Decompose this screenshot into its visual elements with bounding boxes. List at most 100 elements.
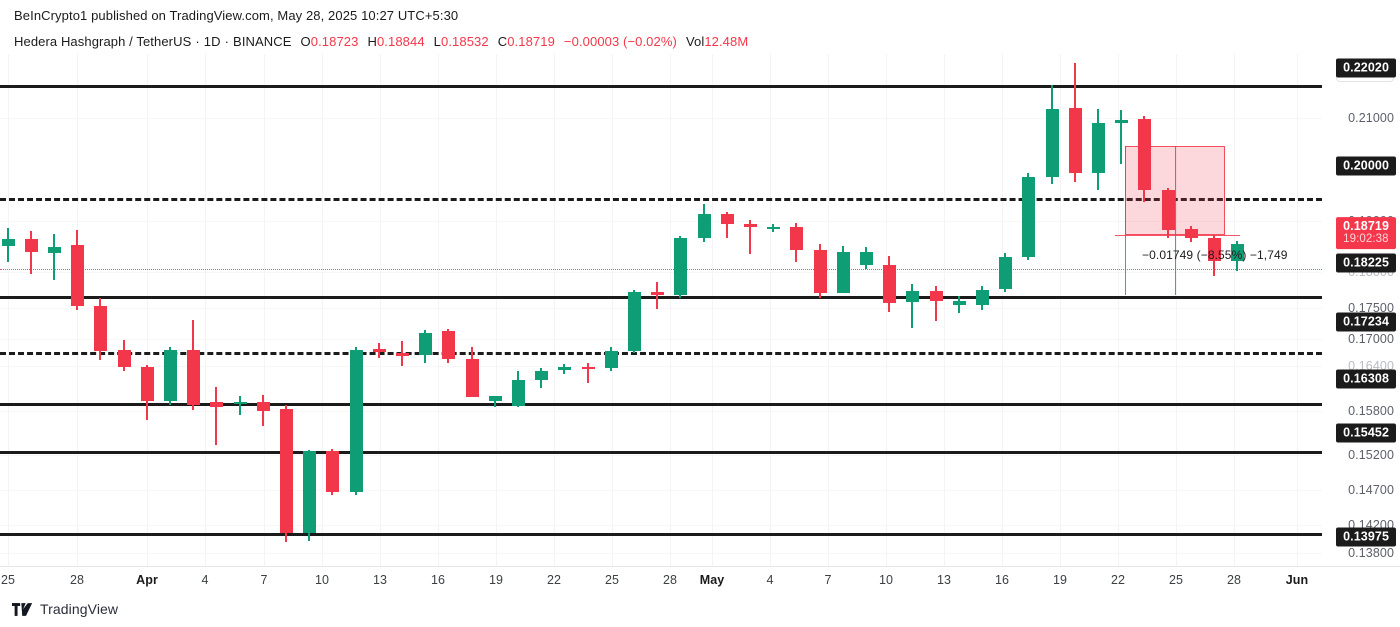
price-level-badge[interactable]: 0.13975 — [1336, 527, 1396, 547]
candlestick[interactable] — [1184, 54, 1198, 566]
horizontal-gridline — [0, 339, 1322, 340]
level-line[interactable] — [0, 403, 1322, 407]
candlestick[interactable] — [604, 54, 618, 566]
candlestick[interactable] — [93, 54, 107, 566]
tradingview-wordmark: TradingView — [40, 601, 119, 617]
candlestick[interactable] — [1091, 54, 1105, 566]
low-value: 0.18532 — [441, 34, 489, 49]
level-line[interactable] — [0, 532, 1322, 536]
candlestick[interactable] — [372, 54, 386, 566]
price-level-badge[interactable]: 0.17234 — [1336, 312, 1396, 332]
price-level-badge[interactable]: 0.15452 — [1336, 423, 1396, 443]
candle-body — [233, 401, 247, 405]
candlestick[interactable] — [581, 54, 595, 566]
candlestick[interactable] — [882, 54, 896, 566]
candlestick[interactable] — [627, 54, 641, 566]
candlestick[interactable] — [233, 54, 247, 566]
candlestick[interactable] — [557, 54, 571, 566]
candlestick[interactable] — [24, 54, 38, 566]
candlestick[interactable] — [697, 54, 711, 566]
candlestick[interactable] — [905, 54, 919, 566]
candlestick[interactable] — [952, 54, 966, 566]
candlestick[interactable] — [673, 54, 687, 566]
candlestick[interactable] — [302, 54, 316, 566]
candlestick[interactable] — [1230, 54, 1244, 566]
candle-body — [256, 401, 270, 411]
measurement-baseline — [1115, 235, 1240, 236]
price-level-badge[interactable]: 0.16308 — [1336, 369, 1396, 389]
time-tick-label: 7 — [824, 573, 832, 587]
candlestick[interactable] — [186, 54, 200, 566]
candlestick[interactable] — [256, 54, 270, 566]
candle-body — [650, 292, 664, 295]
candlestick[interactable] — [1114, 54, 1128, 566]
price-tick-label: 0.14700 — [1348, 483, 1394, 497]
candlestick[interactable] — [975, 54, 989, 566]
price-tick-label: 0.17500 — [1348, 301, 1394, 315]
symbol-name[interactable]: Hedera Hashgraph / TetherUS — [14, 34, 192, 49]
candle-body — [302, 451, 316, 534]
vertical-gridline — [1234, 54, 1235, 566]
candlestick[interactable] — [1, 54, 15, 566]
candlestick[interactable] — [766, 54, 780, 566]
candlestick[interactable] — [1207, 54, 1221, 566]
price-level-badge[interactable]: 0.18225 — [1336, 253, 1396, 273]
candle-body — [1161, 189, 1175, 230]
candlestick[interactable] — [1021, 54, 1035, 566]
level-line[interactable] — [0, 450, 1322, 454]
high-key: H — [367, 34, 377, 49]
level-line[interactable] — [0, 268, 1322, 270]
level-line[interactable] — [0, 197, 1322, 201]
level-line[interactable] — [0, 296, 1322, 300]
candlestick[interactable] — [720, 54, 734, 566]
candlestick[interactable] — [349, 54, 363, 566]
candlestick[interactable] — [1137, 54, 1151, 566]
candlestick[interactable] — [1045, 54, 1059, 566]
candlestick[interactable] — [465, 54, 479, 566]
candlestick[interactable] — [929, 54, 943, 566]
candlestick[interactable] — [441, 54, 455, 566]
candlestick[interactable] — [117, 54, 131, 566]
candlestick[interactable] — [1161, 54, 1175, 566]
time-tick-label: 25 — [604, 573, 620, 587]
level-line[interactable] — [0, 85, 1322, 89]
price-chart-plot-area[interactable] — [0, 54, 1322, 566]
candlestick[interactable] — [511, 54, 525, 566]
vertical-gridline — [712, 54, 713, 566]
candlestick[interactable] — [836, 54, 850, 566]
price-level-badge[interactable]: 0.22020 — [1336, 58, 1396, 78]
level-line[interactable] — [0, 351, 1322, 355]
candlestick[interactable] — [140, 54, 154, 566]
candle-body — [1068, 107, 1082, 173]
candlestick[interactable] — [650, 54, 664, 566]
candlestick[interactable] — [325, 54, 339, 566]
candlestick[interactable] — [488, 54, 502, 566]
horizontal-gridline — [0, 525, 1322, 526]
candle-body — [488, 396, 502, 401]
candle-wick — [30, 231, 32, 275]
horizontal-gridline — [0, 272, 1322, 273]
candlestick[interactable] — [813, 54, 827, 566]
candle-wick — [239, 396, 241, 415]
candlestick[interactable] — [279, 54, 293, 566]
candle-wick — [401, 341, 403, 366]
candlestick[interactable] — [418, 54, 432, 566]
candlestick[interactable] — [395, 54, 409, 566]
candlestick[interactable] — [789, 54, 803, 566]
candlestick[interactable] — [1068, 54, 1082, 566]
time-tick-label: 10 — [878, 573, 894, 587]
candlestick[interactable] — [743, 54, 757, 566]
candlestick[interactable] — [534, 54, 548, 566]
exchange-label[interactable]: BINANCE — [233, 34, 292, 49]
candlestick[interactable] — [163, 54, 177, 566]
price-axis[interactable]: USDT 0.210000.190000.180000.175000.17000… — [1322, 54, 1400, 566]
candlestick[interactable] — [47, 54, 61, 566]
candlestick[interactable] — [209, 54, 223, 566]
candle-body — [581, 366, 595, 370]
candlestick[interactable] — [859, 54, 873, 566]
price-level-badge[interactable]: 0.20000 — [1336, 156, 1396, 176]
candlestick[interactable] — [998, 54, 1012, 566]
candlestick[interactable] — [70, 54, 84, 566]
interval-label[interactable]: 1D — [203, 34, 221, 49]
time-axis[interactable]: 25 28 Apr 4 7 10 13 16 19 22 25 28 May 4 7 10 13 16 19 22 25… — [0, 566, 1400, 595]
